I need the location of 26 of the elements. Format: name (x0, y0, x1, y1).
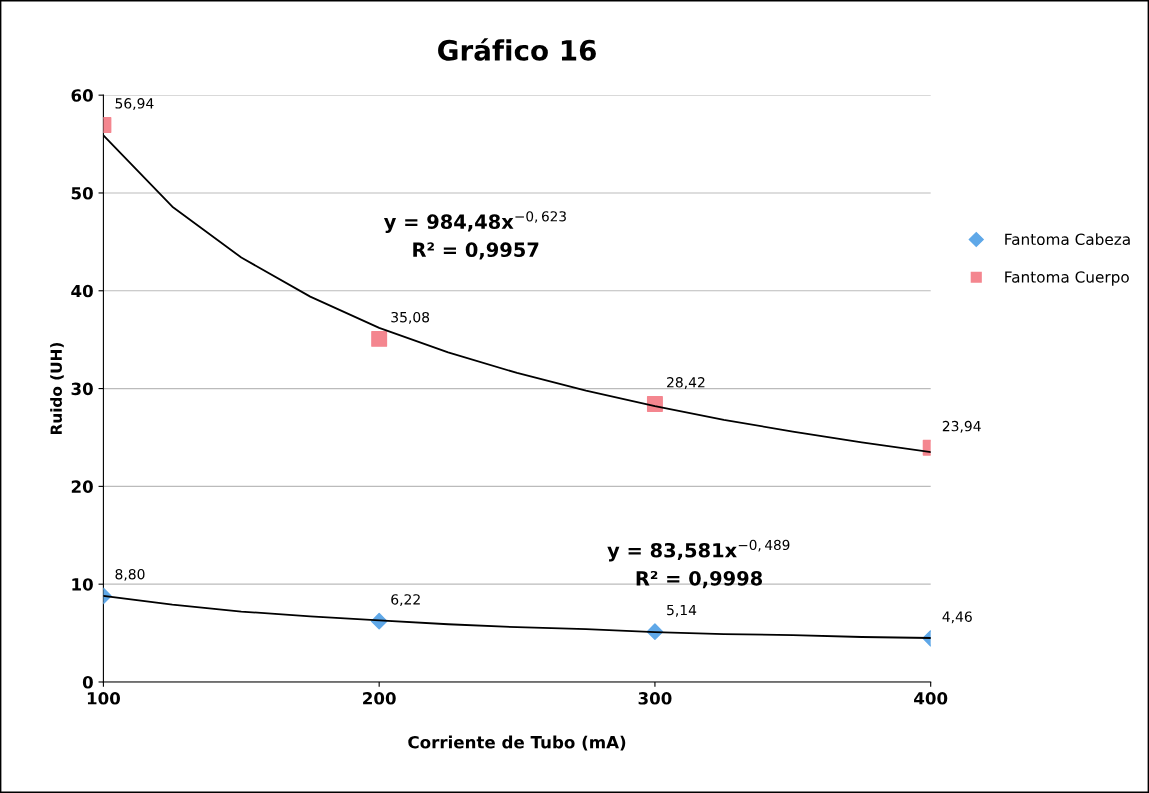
y-axis-title: Ruido (UH) (50, 342, 64, 435)
y-tick-label: 10 (72, 578, 93, 591)
text: y = 83,581x$^{−0,489}$ R² = 0,9998 (607, 539, 790, 589)
data-label: 6,22 (391, 594, 420, 607)
legend-label: Fantoma Cuerpo (1005, 271, 1129, 286)
text: y = 984,48x$^{−0,623}$ R² = 0,9957 (383, 211, 566, 260)
x-tick-label: 200 (363, 692, 396, 705)
x-tick-label: 300 (638, 692, 672, 705)
y-tick-label: 60 (71, 89, 93, 102)
x-tick-label: 400 (914, 692, 948, 705)
data-label: 23,94 (942, 420, 981, 433)
data-label: 8,80 (115, 568, 145, 581)
data-label: 35,08 (391, 311, 430, 324)
data-label: 5,14 (667, 604, 697, 617)
chart-title: Gráfico 16 (438, 38, 596, 61)
y-tick-label: 30 (71, 382, 93, 396)
y-tick-label: 50 (71, 186, 93, 200)
legend-label: Fantoma Cabeza (1005, 233, 1130, 246)
data-label: 28,42 (667, 377, 705, 389)
data-label: 56,94 (115, 98, 154, 111)
data-label: 4,46 (942, 611, 972, 624)
y-tick-label: 40 (71, 284, 93, 298)
x-axis-title: Corriente de Tubo (mA) (408, 735, 626, 751)
y-tick-label: 0 (82, 675, 93, 689)
y-tick-label: 20 (71, 480, 93, 493)
x-tick-label: 100 (87, 692, 121, 705)
